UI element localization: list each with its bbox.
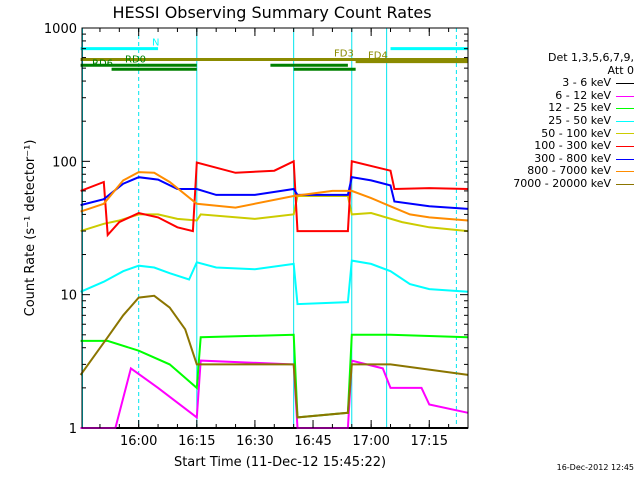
legend-entry-label: 3 - 6 keV	[562, 76, 611, 90]
legend-entry: 50 - 100 keV	[478, 126, 634, 141]
legend-entry-label: 800 - 7000 keV	[527, 164, 611, 178]
x-axis-label: Start Time (11-Dec-12 15:45:22)	[174, 455, 386, 470]
y-axis-label: Count Rate (s⁻¹ detector⁻¹)	[23, 140, 38, 317]
legend-entry-label: 100 - 300 keV	[534, 139, 611, 153]
legend-entry: 100 - 300 keV	[478, 140, 634, 153]
legend-swatch	[616, 158, 634, 160]
legend-entry-label: 7000 - 20000 keV	[513, 176, 611, 190]
annotation-label-rd0: RD0	[125, 54, 146, 65]
legend-swatch	[616, 82, 634, 84]
legend-swatch	[616, 183, 634, 185]
legend-swatch	[616, 171, 634, 173]
legend-entry: 12 - 25 keV	[478, 102, 634, 115]
series-line-100-300-kev	[80, 159, 469, 238]
plot-frame	[81, 27, 469, 429]
annotation-label-fd4: FD4	[368, 51, 388, 62]
x-tick-label: 16:45	[294, 434, 331, 449]
y-tick-label: 100	[52, 155, 77, 170]
legend-entry-label: 6 - 12 keV	[555, 88, 611, 102]
generation-timestamp: 16-Dec-2012 12:45	[556, 463, 634, 472]
legend-swatch	[616, 120, 634, 122]
annotation-label-n: N	[152, 38, 159, 49]
legend-entry: 7000 - 20000 keV	[478, 176, 634, 191]
annotation-label-fd3: FD3	[334, 49, 354, 60]
legend-header-line1: Det 1,3,5,6,7,9,	[547, 51, 634, 64]
legend-entry-label: 50 - 100 keV	[541, 126, 611, 140]
x-tick-label: 16:00	[120, 434, 157, 449]
legend-swatch	[616, 95, 634, 97]
legend-swatch	[616, 133, 634, 135]
legend: Det 1,3,5,6,7,9, Att 0 3 - 6 keV 6 - 12 k…	[478, 51, 634, 191]
legend-header-line2: Att 0	[607, 63, 634, 77]
legend-entry: 6 - 12 keV	[478, 88, 634, 103]
x-tick-label: 17:00	[352, 434, 389, 449]
chart-title: HESSI Observing Summary Count Rates	[112, 3, 431, 22]
legend-swatch	[616, 145, 634, 147]
series-line-800-7000-kev	[80, 171, 469, 222]
x-tick-label: 17:15	[411, 434, 448, 449]
x-tick-label: 16:30	[236, 434, 273, 449]
legend-entry: 300 - 800 keV	[478, 151, 634, 166]
legend-entry-label: 12 - 25 keV	[548, 101, 611, 115]
x-tick-label: 16:15	[178, 434, 215, 449]
series-line-300-800-kev	[80, 176, 469, 210]
series-line-12-25-kev	[80, 333, 469, 419]
series-line-25-50-kev	[80, 259, 469, 306]
annotation-label-rd6: RD6	[92, 58, 113, 69]
legend-entry-label: 25 - 50 keV	[548, 113, 611, 127]
series-line-7000-20000-kev	[79, 294, 469, 419]
legend-entry: 800 - 7000 keV	[478, 165, 634, 178]
y-tick-label: 10	[60, 289, 77, 304]
legend-entry: 25 - 50 keV	[478, 113, 634, 128]
y-tick-label: 1000	[44, 22, 77, 37]
legend-swatch	[616, 108, 634, 110]
y-tick-label: 1	[69, 422, 77, 437]
legend-entry-label: 300 - 800 keV	[534, 151, 611, 165]
legend-entry: 3 - 6 keV	[478, 77, 634, 90]
